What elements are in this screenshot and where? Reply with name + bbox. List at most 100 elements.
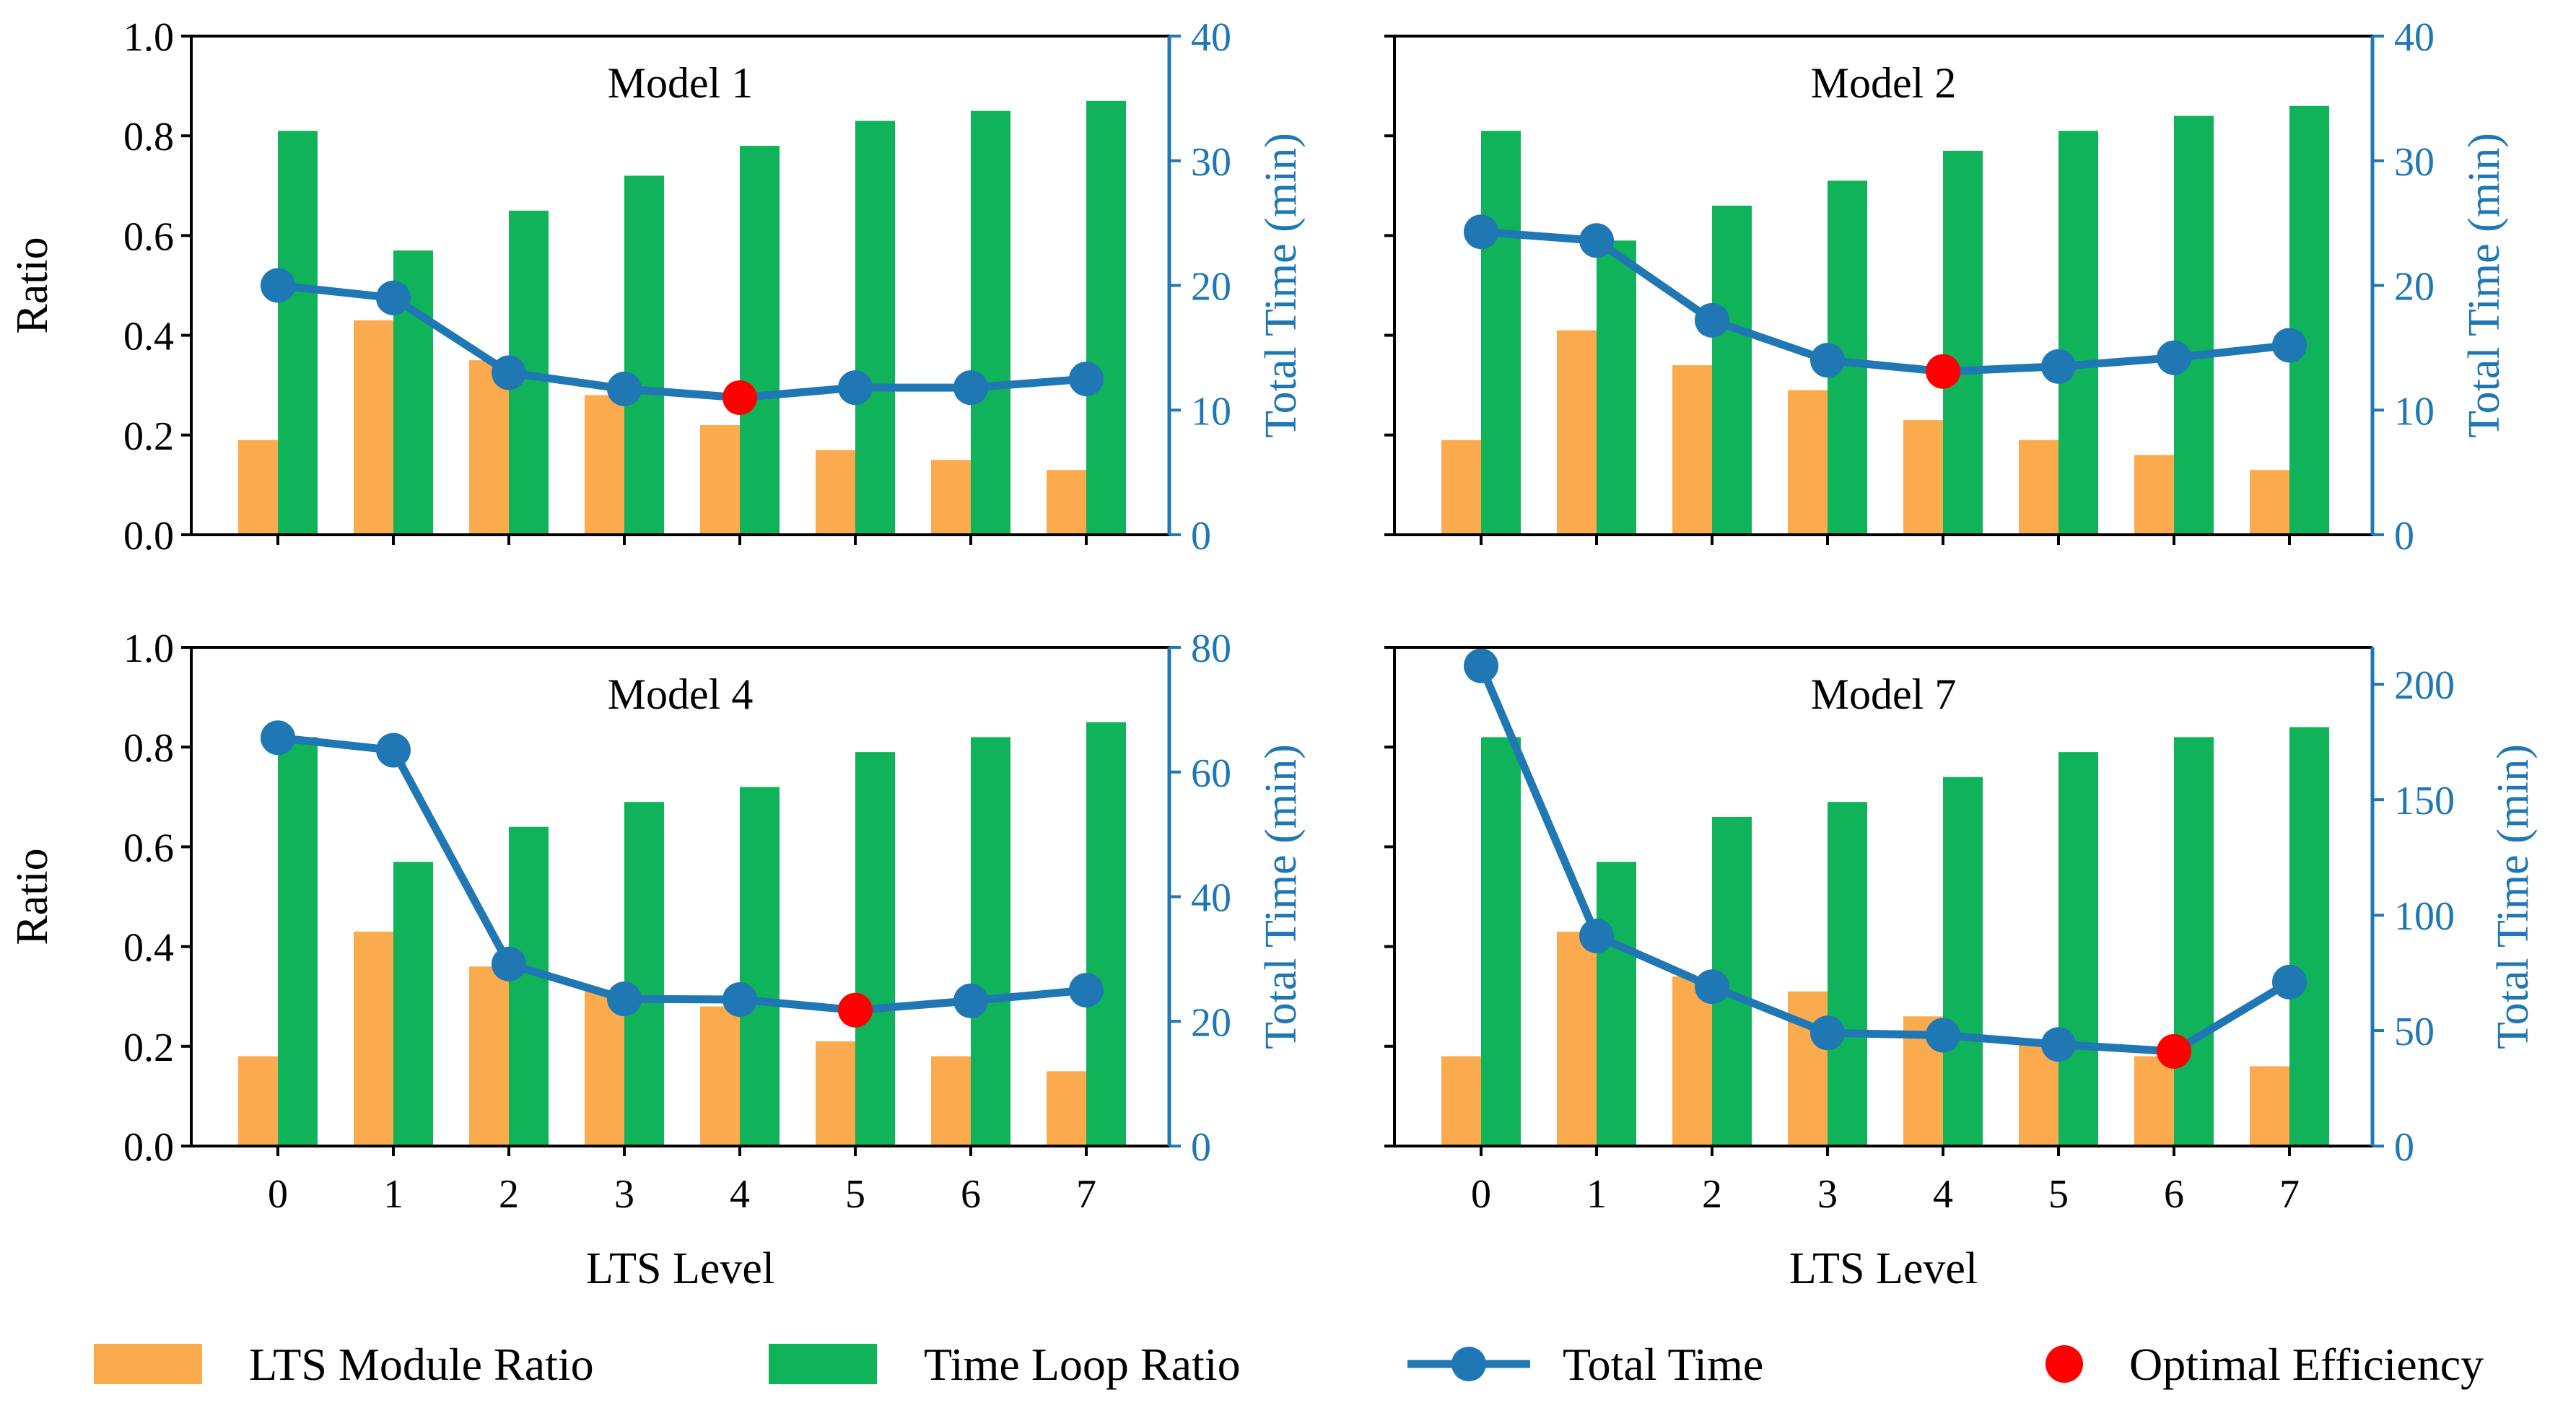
loop-bar-1 bbox=[1597, 862, 1636, 1146]
legend-label: LTS Module Ratio bbox=[249, 1339, 594, 1390]
loop-bar-4 bbox=[1943, 777, 1983, 1146]
total-time-point-0 bbox=[261, 720, 295, 756]
total-time-point-0 bbox=[1464, 214, 1498, 250]
right-tick-label: 60 bbox=[1191, 751, 1231, 796]
legend-item-4: Optimal Efficiency bbox=[2045, 1339, 2484, 1390]
left-tick-label: 0.4 bbox=[123, 315, 174, 359]
total-time-point-7 bbox=[2272, 328, 2307, 363]
panel-title: Model 4 bbox=[608, 670, 754, 718]
lts-bar-1 bbox=[1557, 931, 1597, 1146]
total-time-point-3 bbox=[607, 981, 642, 1017]
total-time-point-6 bbox=[953, 370, 988, 406]
lts-bar-7 bbox=[1047, 1071, 1086, 1146]
loop-bar-7 bbox=[2289, 105, 2329, 535]
y-axis-label: Ratio bbox=[8, 237, 57, 333]
x-tick-label: 4 bbox=[730, 1172, 750, 1217]
x-tick-label: 5 bbox=[2048, 1172, 2069, 1217]
total-time-point-7 bbox=[2272, 964, 2307, 1000]
legend-item-3: Total Time bbox=[1407, 1339, 1763, 1390]
loop-bar-0 bbox=[1481, 131, 1521, 535]
panel-3: 0.0 0.2 0.4 0.6 0.8 1.0 0 20 40 60 80 0 1 2 3 4 5 6 7 Model… bbox=[8, 626, 1306, 1293]
total-time-point-3 bbox=[1810, 1015, 1845, 1051]
x-tick-label: 6 bbox=[961, 1172, 981, 1217]
left-tick-label: 0.6 bbox=[123, 826, 174, 870]
y-axis-label: Ratio bbox=[8, 848, 57, 945]
lts-bar-0 bbox=[1441, 1056, 1481, 1146]
right-tick-label: 10 bbox=[2394, 389, 2435, 434]
lts-bar-2 bbox=[1672, 976, 1712, 1146]
total-time-point-2 bbox=[492, 946, 526, 981]
x-axis-label: LTS Level bbox=[1789, 1244, 1978, 1293]
loop-bar-5 bbox=[2058, 752, 2098, 1146]
right-tick-label: 0 bbox=[2394, 514, 2414, 559]
x-tick-label: 1 bbox=[1586, 1172, 1607, 1217]
right-tick-label: 20 bbox=[1191, 265, 1231, 310]
loop-bar-6 bbox=[2174, 115, 2214, 535]
optimal-efficiency-point bbox=[1926, 354, 1960, 389]
left-tick-label: 0.2 bbox=[123, 414, 174, 459]
right-tick-label: 20 bbox=[2394, 265, 2435, 310]
total-time-line bbox=[277, 281, 1087, 402]
lts-bar-7 bbox=[1047, 470, 1086, 535]
lts-bar-7 bbox=[2250, 470, 2289, 535]
right-tick-label: 30 bbox=[2394, 140, 2435, 185]
legend-label: Time Loop Ratio bbox=[924, 1339, 1241, 1390]
right-tick-label: 40 bbox=[1191, 15, 1231, 60]
x-tick-label: 5 bbox=[845, 1172, 865, 1217]
loop-bar-1 bbox=[1597, 240, 1636, 535]
total-time-point-7 bbox=[1069, 362, 1104, 397]
lts-bar-5 bbox=[2019, 440, 2058, 535]
panel-title: Model 7 bbox=[1811, 670, 1957, 718]
total-time-point-3 bbox=[1810, 343, 1845, 378]
left-tick-label: 1.0 bbox=[123, 626, 174, 671]
loop-bar-3 bbox=[624, 175, 664, 535]
x-axis-label: LTS Level bbox=[586, 1244, 774, 1293]
loop-bar-7 bbox=[2289, 727, 2329, 1146]
left-tick-label: 0.4 bbox=[123, 926, 174, 971]
x-tick-label: 3 bbox=[614, 1172, 634, 1217]
x-tick-label: 3 bbox=[1817, 1172, 1838, 1217]
x-tick-label: 7 bbox=[1076, 1172, 1096, 1217]
lts-bar-0 bbox=[1441, 440, 1481, 535]
total-time-point-6 bbox=[953, 983, 988, 1018]
legend: LTS Module Ratio Time Loop Ratio Total Tim… bbox=[94, 1339, 2484, 1390]
legend-label: Total Time bbox=[1563, 1339, 1763, 1390]
lts-bar-0 bbox=[238, 1056, 278, 1146]
right-tick-label: 10 bbox=[1191, 389, 1231, 434]
right-tick-label: 80 bbox=[1191, 626, 1231, 671]
lts-bar-1 bbox=[354, 320, 393, 535]
lts-bar-4 bbox=[1903, 420, 1943, 535]
total-time-line bbox=[277, 733, 1087, 1015]
legend-marker bbox=[1451, 1347, 1486, 1381]
y2-axis-label: Total Time (min) bbox=[1257, 133, 1306, 438]
left-tick-label: 0.8 bbox=[123, 115, 174, 159]
legend-item-1: LTS Module Ratio bbox=[94, 1339, 594, 1390]
loop-bar-7 bbox=[1086, 722, 1126, 1146]
loop-bar-5 bbox=[855, 752, 895, 1146]
total-time-point-2 bbox=[1695, 302, 1729, 338]
right-tick-label: 100 bbox=[2394, 894, 2455, 939]
left-tick-label: 0.6 bbox=[123, 214, 174, 259]
right-tick-label: 0 bbox=[1191, 514, 1211, 559]
panel-1: 0.0 0.2 0.4 0.6 0.8 1.0 0 10 20 30 40 Model 1 Ratio T… bbox=[8, 15, 1306, 559]
loop-bar-6 bbox=[971, 110, 1010, 535]
total-time-point-3 bbox=[607, 371, 642, 406]
panel-title: Model 1 bbox=[608, 59, 754, 107]
total-time-point-0 bbox=[1464, 648, 1498, 683]
total-time-line bbox=[1477, 664, 2292, 1056]
legend-dot bbox=[2045, 1345, 2083, 1383]
x-tick-label: 0 bbox=[1471, 1172, 1491, 1217]
lts-bar-1 bbox=[1557, 330, 1597, 535]
lts-bar-7 bbox=[2250, 1066, 2289, 1146]
loop-bar-4 bbox=[740, 146, 780, 535]
y2-axis-label: Total Time (min) bbox=[2460, 133, 2509, 438]
right-tick-label: 40 bbox=[1191, 876, 1231, 921]
loop-bar-0 bbox=[278, 131, 318, 535]
optimal-efficiency-point bbox=[2157, 1033, 2191, 1069]
total-time-point-1 bbox=[1579, 918, 1614, 953]
right-tick-label: 0 bbox=[1191, 1125, 1211, 1170]
lts-bar-3 bbox=[585, 991, 624, 1146]
left-tick-label: 0.8 bbox=[123, 726, 174, 771]
loop-bar-5 bbox=[2058, 131, 2098, 535]
total-time-point-1 bbox=[376, 733, 411, 768]
